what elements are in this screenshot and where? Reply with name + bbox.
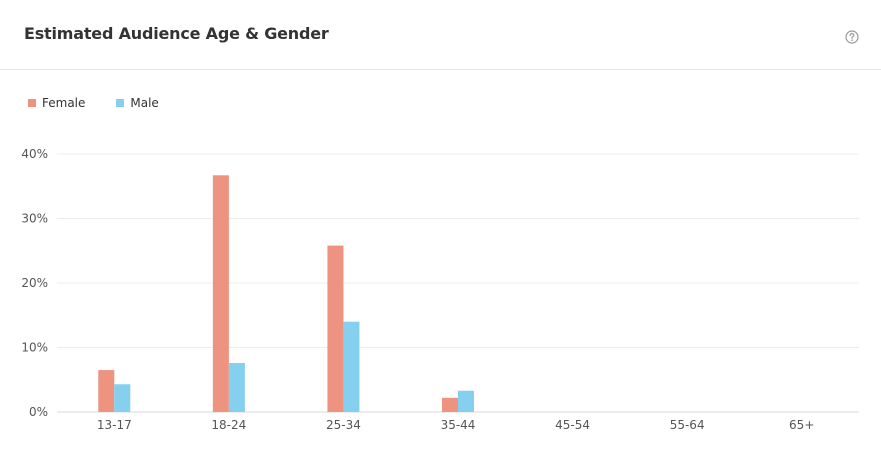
bar-male-13-17[interactable] [114,384,131,412]
x-tick-label: 25-34 [326,418,361,432]
card-header: Estimated Audience Age & Gender [0,0,881,70]
x-tick-label: 35-44 [441,418,476,432]
y-tick-label: 40% [21,147,48,161]
y-tick-label: 10% [21,341,48,355]
y-tick-label: 20% [21,276,48,290]
legend-label-female: Female [42,96,86,110]
x-tick-label: 18-24 [211,418,246,432]
bar-female-35-44[interactable] [442,397,458,412]
legend-label-male: Male [130,96,159,110]
bar-male-25-34[interactable] [343,321,360,412]
x-tick-label: 55-64 [670,418,705,432]
chart-legend: Female Male [28,96,190,110]
x-tick-label: 45-54 [555,418,590,432]
legend-swatch-male [116,99,125,107]
x-axis: 13-17 18-24 25-34 35-44 45-54 55-64 65+ [97,418,815,432]
bar-female-13-17[interactable] [98,370,115,412]
bar-female-18-24[interactable] [212,175,229,412]
y-axis: 0% 10% 20% 30% 40% [21,147,48,419]
bar-female-25-34[interactable] [327,245,344,412]
bar-male-18-24[interactable] [228,362,245,412]
x-tick-label: 13-17 [97,418,132,432]
bars-layer [98,175,474,412]
y-tick-label: 30% [21,212,48,226]
legend-swatch-female [28,99,36,107]
x-tick-label: 65+ [789,418,814,432]
legend-item-female[interactable]: Female [28,96,85,110]
y-tick-label: 0% [29,405,48,419]
card-title: Estimated Audience Age & Gender [24,24,329,43]
grid-layer [57,153,859,413]
legend-item-male[interactable]: Male [116,96,159,110]
question-circle-icon[interactable] [845,30,859,44]
bar-male-35-44[interactable] [458,390,474,412]
